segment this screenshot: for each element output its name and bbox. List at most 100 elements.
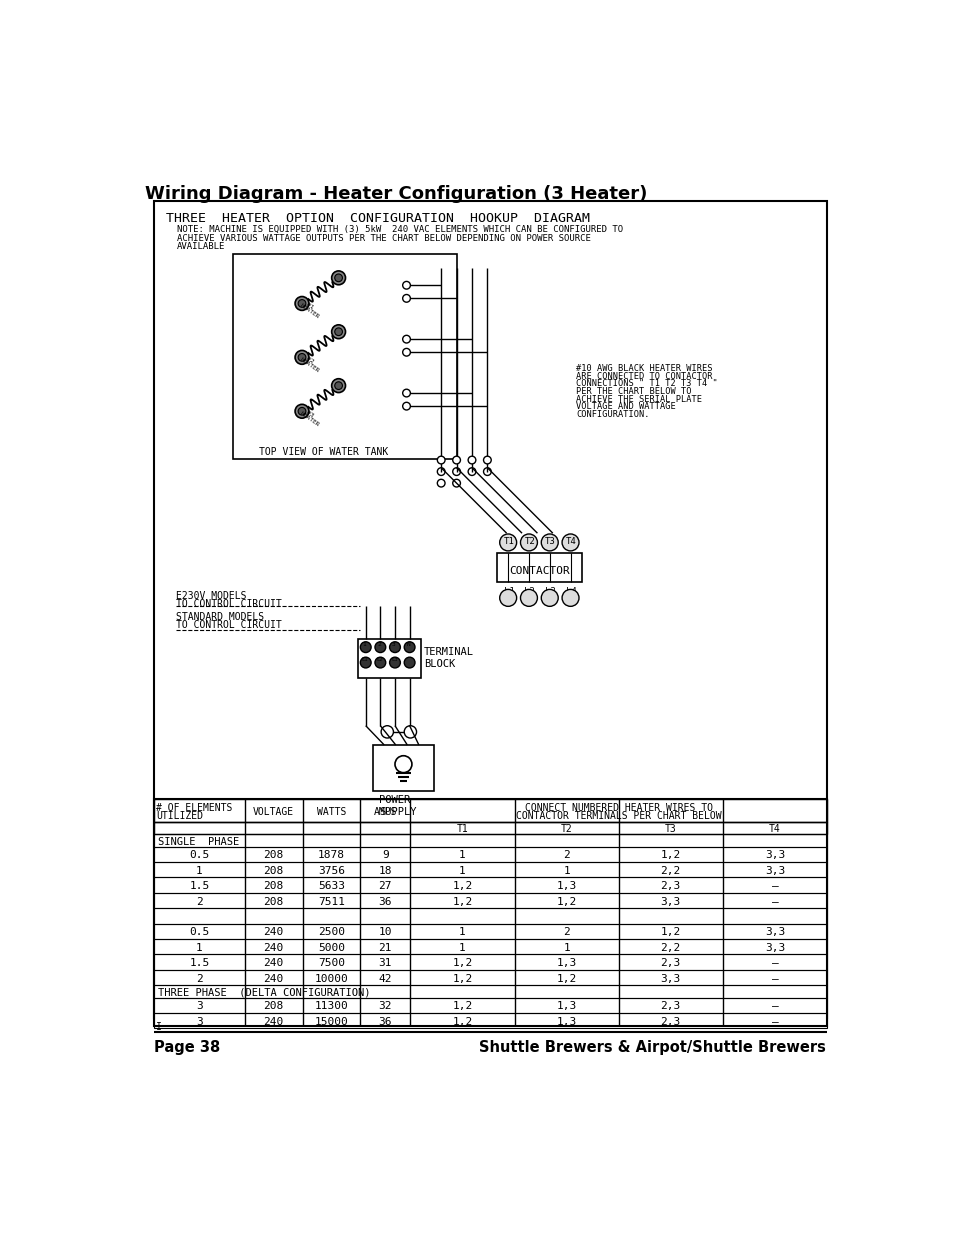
Circle shape <box>468 456 476 464</box>
Circle shape <box>520 589 537 606</box>
Text: 208: 208 <box>263 897 284 906</box>
Circle shape <box>332 325 345 338</box>
Text: SINGLE  PHASE: SINGLE PHASE <box>157 836 239 846</box>
Text: TO CONTROL CIRCUIT: TO CONTROL CIRCUIT <box>175 599 281 609</box>
Text: 1,2: 1,2 <box>452 1002 472 1011</box>
Text: 208: 208 <box>263 882 284 892</box>
Text: CONFIGURATION.: CONFIGURATION. <box>576 410 649 419</box>
Bar <box>153 835 826 846</box>
Text: 2500: 2500 <box>317 927 345 937</box>
Text: —: — <box>771 1002 778 1011</box>
Text: 1,2: 1,2 <box>452 973 472 983</box>
Text: 1.5: 1.5 <box>189 958 210 968</box>
Text: WATTS: WATTS <box>316 808 346 818</box>
Circle shape <box>395 756 412 773</box>
Circle shape <box>298 300 306 308</box>
Text: —: — <box>771 958 778 968</box>
Circle shape <box>294 404 309 419</box>
Text: AMPS: AMPS <box>374 808 396 818</box>
Circle shape <box>540 534 558 551</box>
Text: 208: 208 <box>263 851 284 861</box>
Text: L2: L2 <box>524 587 535 597</box>
Bar <box>153 799 826 1026</box>
Text: 1,2: 1,2 <box>556 973 577 983</box>
Text: HEATER: HEATER <box>298 303 320 320</box>
Circle shape <box>483 468 491 475</box>
Text: TERMINAL
BLOCK: TERMINAL BLOCK <box>424 647 474 669</box>
Text: —: — <box>771 973 778 983</box>
Bar <box>153 986 826 998</box>
Circle shape <box>436 468 444 475</box>
Circle shape <box>298 408 306 415</box>
Text: 1,2: 1,2 <box>452 1016 472 1026</box>
Text: ARE CONNECTED TO CONTACTOR: ARE CONNECTED TO CONTACTOR <box>576 372 712 380</box>
Circle shape <box>360 657 371 668</box>
Text: 36: 36 <box>378 1016 392 1026</box>
Text: #2: #2 <box>305 356 314 364</box>
Text: 1,3: 1,3 <box>556 1016 577 1026</box>
Circle shape <box>402 348 410 356</box>
Text: THREE PHASE  (DELTA CONFIGURATION): THREE PHASE (DELTA CONFIGURATION) <box>157 988 370 998</box>
Text: 3,3: 3,3 <box>764 866 784 876</box>
Text: T2: T2 <box>560 824 572 835</box>
Text: 1: 1 <box>458 927 465 937</box>
Circle shape <box>453 468 460 475</box>
Text: AVAILABLE: AVAILABLE <box>177 242 225 251</box>
Text: 10: 10 <box>378 927 392 937</box>
Text: Page 38: Page 38 <box>153 1040 220 1055</box>
Text: 2,2: 2,2 <box>659 866 680 876</box>
Text: T4: T4 <box>768 824 780 835</box>
Text: 2: 2 <box>195 897 203 906</box>
Text: —: — <box>771 897 778 906</box>
Text: 240: 240 <box>263 942 284 953</box>
Text: 27: 27 <box>378 882 392 892</box>
Text: 32: 32 <box>378 1002 392 1011</box>
Text: T3: T3 <box>664 824 676 835</box>
Text: 1: 1 <box>458 851 465 861</box>
Bar <box>153 893 826 908</box>
Circle shape <box>540 589 558 606</box>
Text: # OF ELEMENTS: # OF ELEMENTS <box>156 803 233 813</box>
Text: 7500: 7500 <box>317 958 345 968</box>
Text: N: N <box>406 642 410 647</box>
Text: ACHIEVE THE SERIAL PLATE: ACHIEVE THE SERIAL PLATE <box>576 395 701 404</box>
Text: 2,3: 2,3 <box>659 882 680 892</box>
Text: 208: 208 <box>263 866 284 876</box>
Circle shape <box>499 534 517 551</box>
Text: 9: 9 <box>381 851 388 861</box>
Text: PER THE CHART BELOW TO: PER THE CHART BELOW TO <box>576 387 691 396</box>
Text: 3,3: 3,3 <box>764 942 784 953</box>
Text: 3: 3 <box>195 1016 203 1026</box>
Text: 240: 240 <box>263 1016 284 1026</box>
Circle shape <box>402 294 410 303</box>
Circle shape <box>483 456 491 464</box>
Text: 1,3: 1,3 <box>556 958 577 968</box>
Text: I: I <box>155 1023 161 1032</box>
Text: UTILIZED: UTILIZED <box>156 811 203 821</box>
Circle shape <box>332 270 345 285</box>
Bar <box>153 1013 826 1029</box>
Text: 208: 208 <box>263 1002 284 1011</box>
Circle shape <box>294 351 309 364</box>
Text: POWER
SUPPLY: POWER SUPPLY <box>378 795 416 816</box>
Text: VOLTAGE AND WATTAGE: VOLTAGE AND WATTAGE <box>576 403 675 411</box>
Text: 0.5: 0.5 <box>189 927 210 937</box>
Bar <box>153 924 826 939</box>
Text: ACHIEVE VARIOUS WATTAGE OUTPUTS PER THE CHART BELOW DEPENDING ON POWER SOURCE: ACHIEVE VARIOUS WATTAGE OUTPUTS PER THE … <box>177 233 590 242</box>
Bar <box>153 846 826 862</box>
Bar <box>153 877 826 893</box>
Text: E230V MODELS: E230V MODELS <box>175 592 246 601</box>
Bar <box>153 799 826 823</box>
Bar <box>153 200 826 1019</box>
Text: T1: T1 <box>503 537 514 546</box>
Text: Shuttle Brewers & Airpot/Shuttle Brewers: Shuttle Brewers & Airpot/Shuttle Brewers <box>478 1040 824 1055</box>
Text: 5633: 5633 <box>317 882 345 892</box>
Circle shape <box>298 353 306 361</box>
Text: STANDARD MODELS: STANDARD MODELS <box>175 611 263 621</box>
Circle shape <box>499 589 517 606</box>
Text: 3756: 3756 <box>317 866 345 876</box>
Text: TOP VIEW OF WATER TANK: TOP VIEW OF WATER TANK <box>258 447 388 457</box>
Bar <box>153 823 826 835</box>
Text: 1: 1 <box>195 866 203 876</box>
Text: 3,3: 3,3 <box>764 851 784 861</box>
